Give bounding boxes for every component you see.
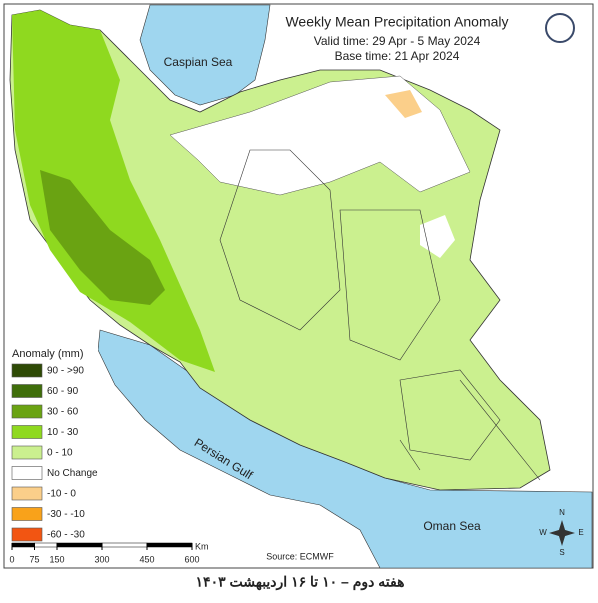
legend-swatch: [11, 404, 43, 419]
scale-unit: Km: [195, 541, 209, 551]
scale-label: 75: [29, 554, 39, 564]
legend-swatch: [11, 363, 43, 378]
legend-label: 60 - 90: [47, 386, 79, 397]
legend-swatch: [11, 486, 43, 501]
scale-label: 150: [49, 554, 64, 564]
legend-label: 10 - 30: [47, 427, 79, 438]
legend-label: -10 - 0: [47, 489, 76, 500]
border: [399, 379, 541, 481]
scale-segment: [34, 542, 58, 548]
scale-segment: [11, 542, 35, 548]
legend-label: 30 - 60: [47, 407, 79, 418]
scale-segment: [101, 542, 148, 548]
caption: هفته دوم – ۱۰ تا ۱۶ اردیبهشت ۱۴۰۳: [196, 574, 405, 591]
legend-swatch: [11, 384, 43, 398]
compass-s: S: [559, 548, 564, 557]
compass-e: E: [578, 528, 583, 537]
scale-segment: [146, 542, 193, 548]
legend-swatch: [11, 527, 43, 542]
green-area: [40, 170, 165, 305]
title: Weekly Mean Precipitation Anomaly: [285, 14, 508, 30]
legend-swatch: [11, 425, 43, 439]
base-time: Base time: 21 Apr 2024: [335, 49, 460, 63]
source: Source: ECMWF: [266, 551, 334, 561]
dry-area: [385, 90, 422, 118]
compass-w: W: [539, 528, 547, 537]
scale-label: 0: [9, 554, 14, 564]
legend: Anomaly (mm) 90 - >90 60 - 90 30 - 60 10 - …: [6, 345, 98, 543]
legend-title: Anomaly (mm): [12, 348, 84, 360]
legend-swatch: [11, 466, 43, 480]
compass-rose: [549, 520, 575, 546]
legend-swatch: [11, 445, 43, 460]
compass-n: N: [559, 508, 565, 517]
green-area: [12, 10, 215, 372]
logo: [545, 13, 575, 43]
legend-label: 0 - 10: [47, 448, 73, 459]
no-change-area: [420, 215, 455, 258]
compass: N S E W: [539, 508, 583, 557]
legend-swatch: [11, 507, 43, 521]
scale-segment: [56, 542, 103, 548]
scale-label: 600: [184, 554, 199, 564]
caspian-sea: [139, 4, 271, 106]
oman-label: Oman Sea: [423, 519, 481, 533]
legend-label: -30 - -10: [47, 509, 85, 520]
valid-time: Valid time: 29 Apr - 5 May 2024: [314, 34, 481, 48]
caspian-label: Caspian Sea: [164, 55, 233, 69]
scale-label: 450: [139, 554, 154, 564]
province-borders: [219, 149, 501, 461]
legend-label: 90 - >90: [47, 366, 84, 377]
scale-label: 300: [94, 554, 109, 564]
legend-label: -60 - -30: [47, 530, 85, 541]
scale-bar: 0 75 150 300 450 600 Km: [9, 541, 208, 564]
legend-label: No Change: [47, 468, 98, 479]
